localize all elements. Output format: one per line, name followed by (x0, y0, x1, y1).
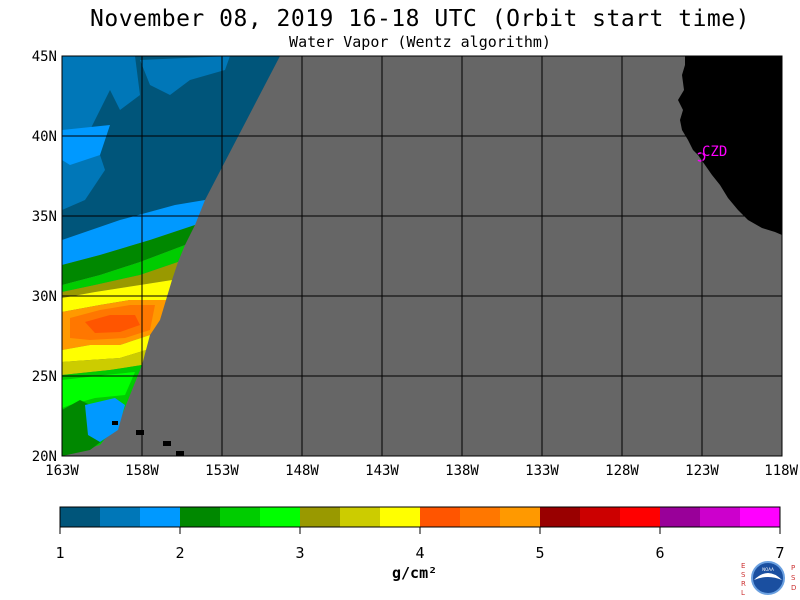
colorbar-tick-label: 2 (175, 544, 185, 562)
page-subtitle: Water Vapor (Wentz algorithm) (289, 33, 551, 51)
logo-letter: R (741, 580, 746, 588)
longitude-label: 143W (365, 463, 399, 479)
colorbar-tick-label: 3 (295, 544, 305, 562)
swath-dark-green (62, 225, 195, 285)
logo-letter: P (791, 564, 795, 572)
colorbar-tick-label: 1 (55, 544, 65, 562)
noaa-emblem-text: NOAA (762, 567, 774, 572)
swath-mid-blue-north (62, 56, 140, 150)
island-1 (112, 421, 118, 425)
page-title: November 08, 2019 16-18 UTC (Orbit start… (90, 6, 750, 32)
colorbar-swatch (180, 507, 221, 527)
latitude-labels: 45N 40N 35N 30N 25N 20N (32, 49, 57, 465)
colorbar-swatch (260, 507, 301, 527)
colorbar-tick-label: 4 (415, 544, 425, 562)
swath-mid-blue-2 (140, 56, 230, 95)
latitude-label: 25N (32, 369, 57, 385)
swath-green (62, 245, 185, 292)
logo-letter: S (791, 574, 796, 582)
colorbar-swatch (500, 507, 541, 527)
logo-right-letters: PSD (791, 564, 796, 592)
swath-olive-south (62, 350, 146, 375)
map-border (61, 55, 783, 457)
longitude-label: 118W (764, 463, 798, 479)
colorbar-tick-label: 5 (535, 544, 545, 562)
noaa-bird (754, 573, 782, 580)
colorbar-swatch (580, 507, 621, 527)
colorbar-swatch (620, 507, 661, 527)
colorbar-swatch (60, 507, 101, 527)
logo-letter: E (741, 562, 745, 570)
land-north-america (678, 56, 782, 235)
swath-yellow-south (62, 335, 150, 362)
colorbar-swatch (140, 507, 181, 527)
colorbar-ticks (59, 527, 781, 534)
longitude-label: 123W (685, 463, 719, 479)
colorbar-swatch (340, 507, 381, 527)
longitude-label: 128W (605, 463, 639, 479)
colorbar-units: g/cm² (392, 564, 438, 582)
colorbar-tick-label: 7 (775, 544, 785, 562)
longitude-labels: 163W 158W 153W 148W 143W 138W 133W 128W 123W 118W (45, 463, 798, 479)
longitude-label: 163W (45, 463, 79, 479)
data-swath (62, 56, 280, 456)
colorbar (60, 507, 781, 527)
logo-letter: D (791, 584, 796, 592)
longitude-label: 148W (285, 463, 319, 479)
island-3 (163, 441, 171, 446)
colorbar-tick-label: 6 (655, 544, 665, 562)
latitude-label: 40N (32, 129, 57, 145)
station-marker (697, 152, 706, 162)
noaa-emblem (751, 561, 785, 595)
longitude-label: 133W (525, 463, 559, 479)
logo-letter: S (741, 571, 746, 579)
longitude-label: 158W (125, 463, 159, 479)
swath-light-blue-south (85, 398, 125, 442)
swath-orange-red (85, 315, 140, 333)
colorbar-swatch (380, 507, 421, 527)
colorbar-swatch (540, 507, 581, 527)
latitude-label: 45N (32, 49, 57, 65)
colorbar-swatch (100, 507, 141, 527)
swath-bright-green (62, 372, 135, 408)
swath-olive (62, 262, 178, 298)
colorbar-swatch (740, 507, 781, 527)
colorbar-swatch (660, 507, 701, 527)
colorbar-swatch (420, 507, 461, 527)
colorbar-swatch (460, 507, 501, 527)
island-4 (176, 451, 184, 456)
latitude-label: 35N (32, 209, 57, 225)
swath-light-blue-north (62, 125, 110, 165)
longitude-label: 138W (445, 463, 479, 479)
colorbar-swatch (300, 507, 341, 527)
colorbar-swatch (220, 507, 261, 527)
colorbar-swatch (700, 507, 741, 527)
logo-letter: L (741, 589, 745, 597)
latitude-label: 30N (32, 289, 57, 305)
longitude-label: 153W (205, 463, 239, 479)
station-label: CZD (702, 144, 727, 160)
island-2 (136, 430, 144, 435)
graticule (62, 56, 782, 456)
latitude-label: 20N (32, 449, 57, 465)
